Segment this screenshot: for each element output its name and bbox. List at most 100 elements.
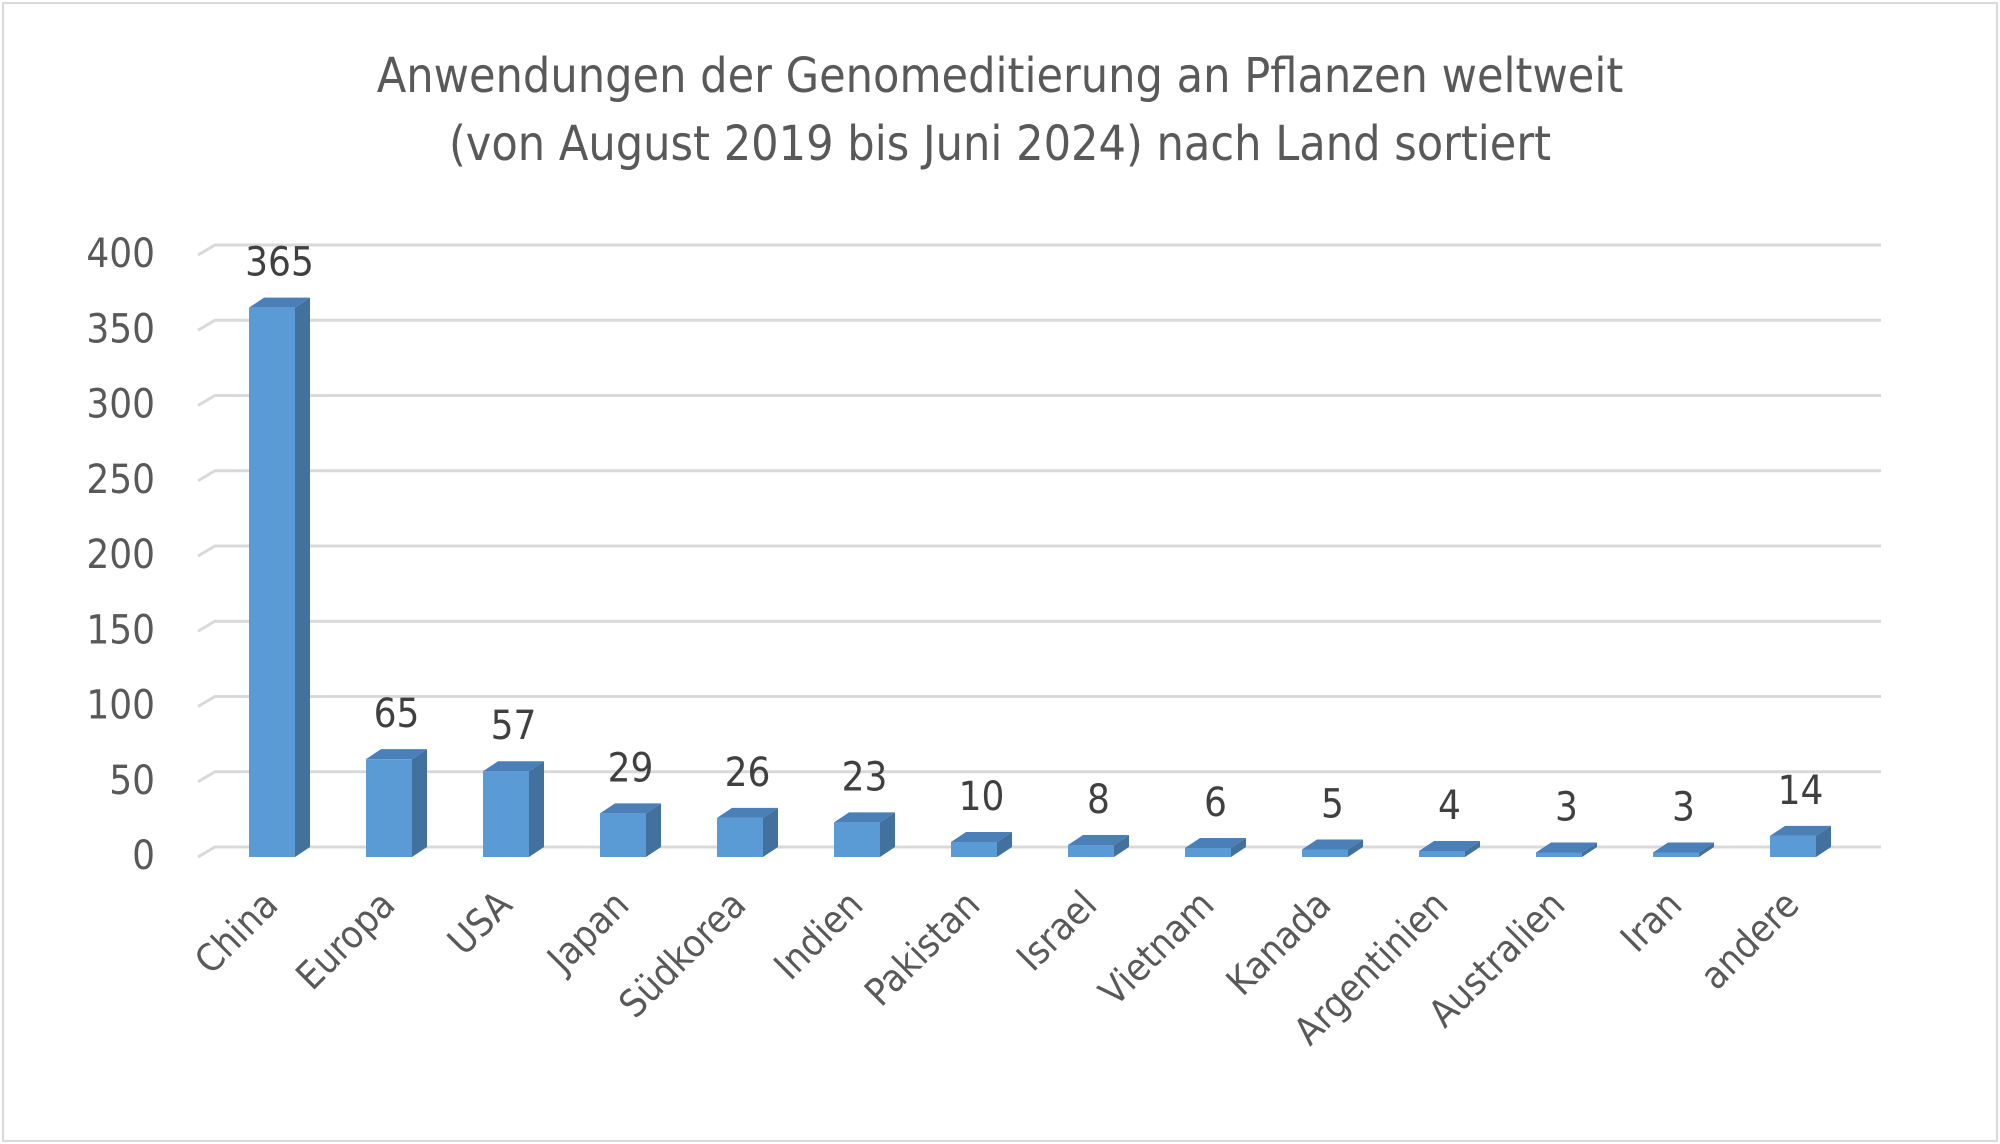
x-tick-label: Europa — [287, 882, 403, 998]
data-label: 23 — [842, 754, 888, 800]
bar-front — [1302, 849, 1348, 857]
data-label: 3 — [1672, 784, 1695, 830]
bar-usa — [483, 761, 544, 857]
bar-andere — [1770, 825, 1831, 857]
x-tick-label: Japan — [537, 882, 637, 982]
data-label: 26 — [725, 750, 771, 796]
data-label: 14 — [1778, 768, 1824, 814]
data-label: 6 — [1204, 780, 1227, 826]
bar-front — [1068, 844, 1114, 857]
bar-indien — [834, 812, 895, 857]
data-label: 5 — [1321, 781, 1344, 827]
data-label: 4 — [1438, 783, 1461, 829]
y-tick-label: 350 — [86, 306, 155, 352]
x-tick-label: Iran — [1612, 882, 1690, 960]
x-tick-label: andere — [1692, 882, 1808, 998]
bar-front — [1770, 835, 1816, 857]
y-tick-label: 50 — [109, 758, 155, 804]
bar-side — [763, 807, 778, 857]
bar-front — [1536, 852, 1582, 857]
data-label: 57 — [491, 703, 537, 749]
bar-pakistan — [951, 831, 1012, 857]
data-label: 10 — [959, 774, 1005, 820]
gridline — [197, 469, 1881, 483]
gridline — [197, 243, 1881, 257]
bar-side — [1465, 840, 1480, 857]
bar-front — [249, 307, 295, 857]
bar-side — [1816, 825, 1831, 857]
y-tick-label: 0 — [132, 833, 155, 879]
bar-top — [1770, 825, 1831, 836]
x-tick-label: Israel — [1008, 882, 1105, 979]
bar-top — [1653, 842, 1714, 853]
gridline — [197, 619, 1881, 633]
bar-top — [600, 803, 661, 814]
data-label: 365 — [245, 240, 314, 286]
gridline — [197, 695, 1881, 708]
bar-japan — [600, 803, 661, 857]
bar-top — [1185, 837, 1246, 848]
y-tick-label: 300 — [86, 382, 155, 428]
bar-side — [1114, 834, 1129, 857]
bar-side — [1231, 837, 1246, 857]
bar-front — [600, 813, 646, 857]
gridline — [197, 394, 1881, 407]
bar-side — [997, 831, 1012, 857]
bar-front — [1653, 852, 1699, 857]
bar-front — [717, 817, 763, 857]
bar-front — [1419, 850, 1465, 857]
data-label: 3 — [1555, 784, 1578, 830]
gridline — [197, 845, 1881, 859]
bar-top — [717, 807, 778, 818]
bar-side — [1699, 842, 1714, 857]
bar-front — [834, 822, 880, 857]
bar-top — [1302, 839, 1363, 850]
bar-top — [366, 749, 427, 760]
x-tick-label: Pakistan — [856, 882, 988, 1014]
bar-europa — [366, 749, 427, 857]
y-tick-label: 200 — [86, 532, 155, 578]
bar-südkorea — [717, 807, 778, 857]
y-tick-label: 150 — [86, 607, 155, 653]
bar-side — [646, 803, 661, 857]
x-tick-label: Indien — [766, 882, 872, 988]
data-label: 8 — [1087, 777, 1110, 823]
y-tick-label: 250 — [86, 457, 155, 503]
chart-title-line-2: (von August 2019 bis Juni 2024) nach Lan… — [449, 116, 1551, 172]
bar-kanada — [1302, 839, 1363, 857]
bar-argentinien — [1419, 840, 1480, 857]
data-label: 29 — [608, 745, 654, 791]
bar-side — [529, 761, 544, 857]
bar-front — [951, 841, 997, 857]
y-tick-label: 100 — [86, 683, 155, 729]
chart-title-line-1: Anwendungen der Genomeditierung an Pflan… — [377, 48, 1624, 104]
bar-front — [483, 771, 529, 857]
gridline — [197, 318, 1881, 332]
bar-front — [366, 759, 412, 857]
bar-side — [880, 812, 895, 857]
bar-china — [249, 297, 310, 857]
y-tick-label: 400 — [86, 231, 155, 277]
bar-side — [1582, 842, 1597, 857]
bar-vietnam — [1185, 837, 1246, 857]
bar-front — [1185, 847, 1231, 857]
bar-israel — [1068, 834, 1129, 857]
bar-top — [249, 297, 310, 308]
bar-side — [295, 297, 310, 857]
gridline — [197, 770, 1881, 784]
data-label: 65 — [374, 691, 420, 737]
x-tick-label: Südkorea — [610, 882, 754, 1026]
bar-side — [412, 749, 427, 857]
gridline — [197, 544, 1881, 558]
bar-top — [1419, 840, 1480, 851]
bar-top — [834, 812, 895, 823]
bar-top — [951, 831, 1012, 842]
bar-top — [1068, 834, 1129, 845]
x-tick-label: Vietnam — [1091, 882, 1223, 1014]
bar-australien — [1536, 842, 1597, 857]
bar-top — [1536, 842, 1597, 853]
bar-side — [1348, 839, 1363, 857]
bar-top — [483, 761, 544, 772]
